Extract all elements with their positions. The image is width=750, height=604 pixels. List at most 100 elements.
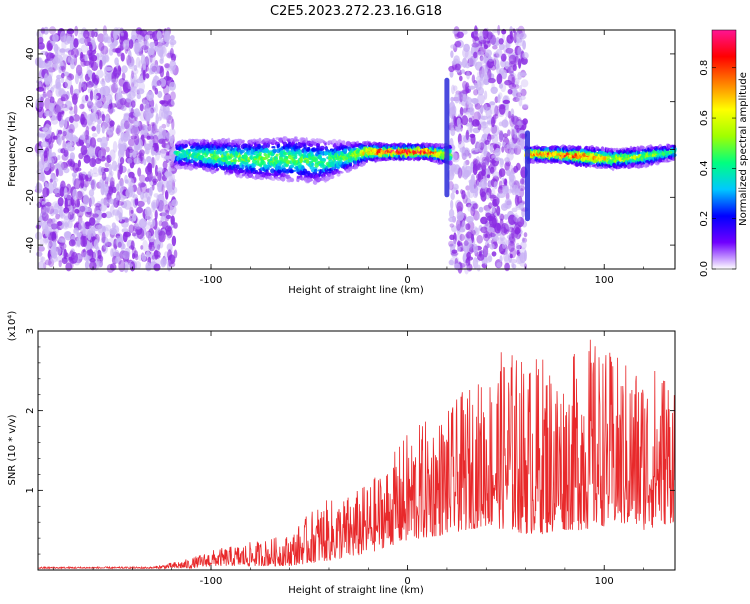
- spectrogram-noise-cell: [52, 34, 59, 42]
- spectrogram-noise-cell: [44, 73, 49, 86]
- spectrogram-noise-cell: [122, 166, 126, 172]
- spectrogram-noise-cell: [71, 251, 78, 264]
- spectrogram-noise-cell: [453, 55, 460, 65]
- spectrogram-signal-cell: [267, 167, 270, 171]
- spectrogram-noise-cell: [86, 139, 90, 149]
- spectrogram-noise-cell: [117, 169, 121, 181]
- spectrogram-noise-cell: [131, 100, 136, 108]
- spectrogram-noise-cell: [111, 82, 118, 94]
- spectrogram-noise-cell: [108, 184, 116, 191]
- figure-title: C2E5.2023.272.23.16.G18: [270, 4, 442, 19]
- spectrogram-noise-cell: [68, 73, 72, 81]
- spectrogram-noise-cell: [95, 124, 101, 133]
- spectrogram-signal-cell: [268, 172, 272, 177]
- spectrogram-noise-cell: [116, 201, 125, 206]
- spectrogram-noise-cell: [66, 160, 73, 167]
- spectrogram-noise-cell: [103, 72, 108, 78]
- spectrogram-noise-cell: [459, 233, 465, 242]
- spectrogram-noise-cell: [168, 136, 174, 144]
- spectrogram-noise-cell: [141, 254, 147, 262]
- spectrogram-noise-cell: [517, 141, 525, 150]
- spectrogram-noise-cell: [67, 141, 74, 146]
- spectrogram-noise-cell: [504, 198, 512, 210]
- spectrogram-noise-cell: [42, 127, 49, 132]
- spectrogram-noise-cell: [523, 232, 528, 238]
- spectrogram-noise-cell: [158, 108, 163, 121]
- spectrogram-noise-cell: [149, 186, 153, 196]
- spectrogram-noise-cell: [505, 106, 510, 118]
- spectrogram-noise-cell: [456, 211, 464, 221]
- spectrogram-noise-cell: [146, 30, 155, 36]
- spectrogram-noise-cell: [513, 62, 517, 71]
- spectrogram-noise-cell: [454, 63, 461, 71]
- spectrogram-noise-cell: [171, 199, 178, 207]
- spectrogram-signal-cell: [216, 167, 220, 171]
- spectrogram-noise-cell: [153, 64, 160, 75]
- spectrogram-noise-cell: [144, 206, 152, 217]
- spectrogram-noise-cell: [74, 199, 81, 208]
- spectrogram-noise-cell: [109, 198, 114, 205]
- spectrogram-noise-cell: [80, 235, 86, 248]
- spectrogram-noise-cell: [51, 217, 58, 230]
- spectrogram-noise-cell: [500, 82, 507, 93]
- spectrogram-noise-cell: [513, 224, 522, 235]
- spectrogram-noise-cell: [79, 134, 86, 140]
- spectrogram-noise-cell: [145, 261, 151, 272]
- spectrogram-noise-cell: [118, 212, 123, 222]
- spectrogram-noise-cell: [471, 42, 480, 48]
- spectrogram-noise-cell: [156, 182, 161, 188]
- spectrogram-noise-cell: [487, 57, 495, 62]
- spectrogram-noise-cell: [170, 215, 175, 225]
- spectrogram-noise-cell: [53, 104, 61, 115]
- spectrogram-noise-cell: [103, 241, 109, 250]
- spectrogram-noise-cell: [464, 62, 471, 69]
- spectrogram-noise-cell: [45, 229, 50, 238]
- spectrogram-noise-cell: [476, 234, 484, 244]
- spectrogram-noise-cell: [137, 254, 143, 262]
- spectrogram-signal-cell: [184, 143, 188, 148]
- spectrogram-noise-cell: [477, 253, 485, 261]
- spectrogram-noise-cell: [482, 126, 491, 135]
- spectrogram-noise-cell: [508, 54, 517, 65]
- spectrogram-noise-cell: [468, 187, 475, 199]
- spectrogram-noise-cell: [450, 120, 455, 132]
- spectrogram-noise-cell: [109, 43, 116, 49]
- spectrogram-noise-cell: [84, 112, 88, 119]
- spectrogram-noise-cell: [123, 30, 129, 40]
- spectrogram-noise-cell: [130, 209, 134, 214]
- spectrogram-noise-cell: [473, 111, 481, 121]
- spectrogram-noise-cell: [79, 203, 86, 215]
- spectrogram-signal-cell: [324, 143, 327, 146]
- spectrogram-noise-cell: [160, 216, 164, 222]
- spectrogram-noise-cell: [78, 220, 86, 232]
- spectrogram-noise-cell: [97, 33, 105, 43]
- spectrogram-signal-cell: [330, 174, 335, 179]
- spectrogram-noise-cell: [136, 88, 145, 95]
- spectrogram-signal-cell: [293, 169, 297, 172]
- spectrogram-noise-cell: [457, 246, 461, 252]
- spectrogram-noise-cell: [170, 178, 177, 183]
- spectrogram-noise-cell: [144, 124, 148, 130]
- spectrogram-noise-cell: [517, 33, 523, 43]
- spectrogram-noise-cell: [491, 134, 499, 144]
- spectrogram-noise-cell: [84, 260, 90, 270]
- spectrogram-noise-cell: [96, 53, 103, 58]
- spectrogram-noise-cell: [156, 80, 162, 86]
- spectrogram-noise-cell: [135, 27, 143, 35]
- spectrogram-noise-cell: [163, 31, 171, 43]
- spectrogram-noise-cell: [139, 103, 144, 112]
- spectrogram-noise-cell: [79, 103, 85, 110]
- spectrogram-noise-cell: [173, 249, 178, 259]
- spectrogram-noise-cell: [122, 231, 128, 243]
- spectrogram-noise-cell: [514, 77, 520, 85]
- spectrogram-noise-cell: [159, 65, 165, 78]
- spectrogram-noise-cell: [452, 152, 460, 163]
- spectrogram-noise-cell: [75, 167, 82, 172]
- spectrogram-noise-cell: [40, 256, 46, 263]
- spectrogram-noise-cell: [498, 104, 506, 115]
- spectrogram-noise-cell: [99, 183, 104, 189]
- spectrogram-signal-cell: [272, 148, 277, 154]
- spectrogram-noise-cell: [485, 106, 492, 119]
- spectrogram-noise-cell: [159, 100, 166, 105]
